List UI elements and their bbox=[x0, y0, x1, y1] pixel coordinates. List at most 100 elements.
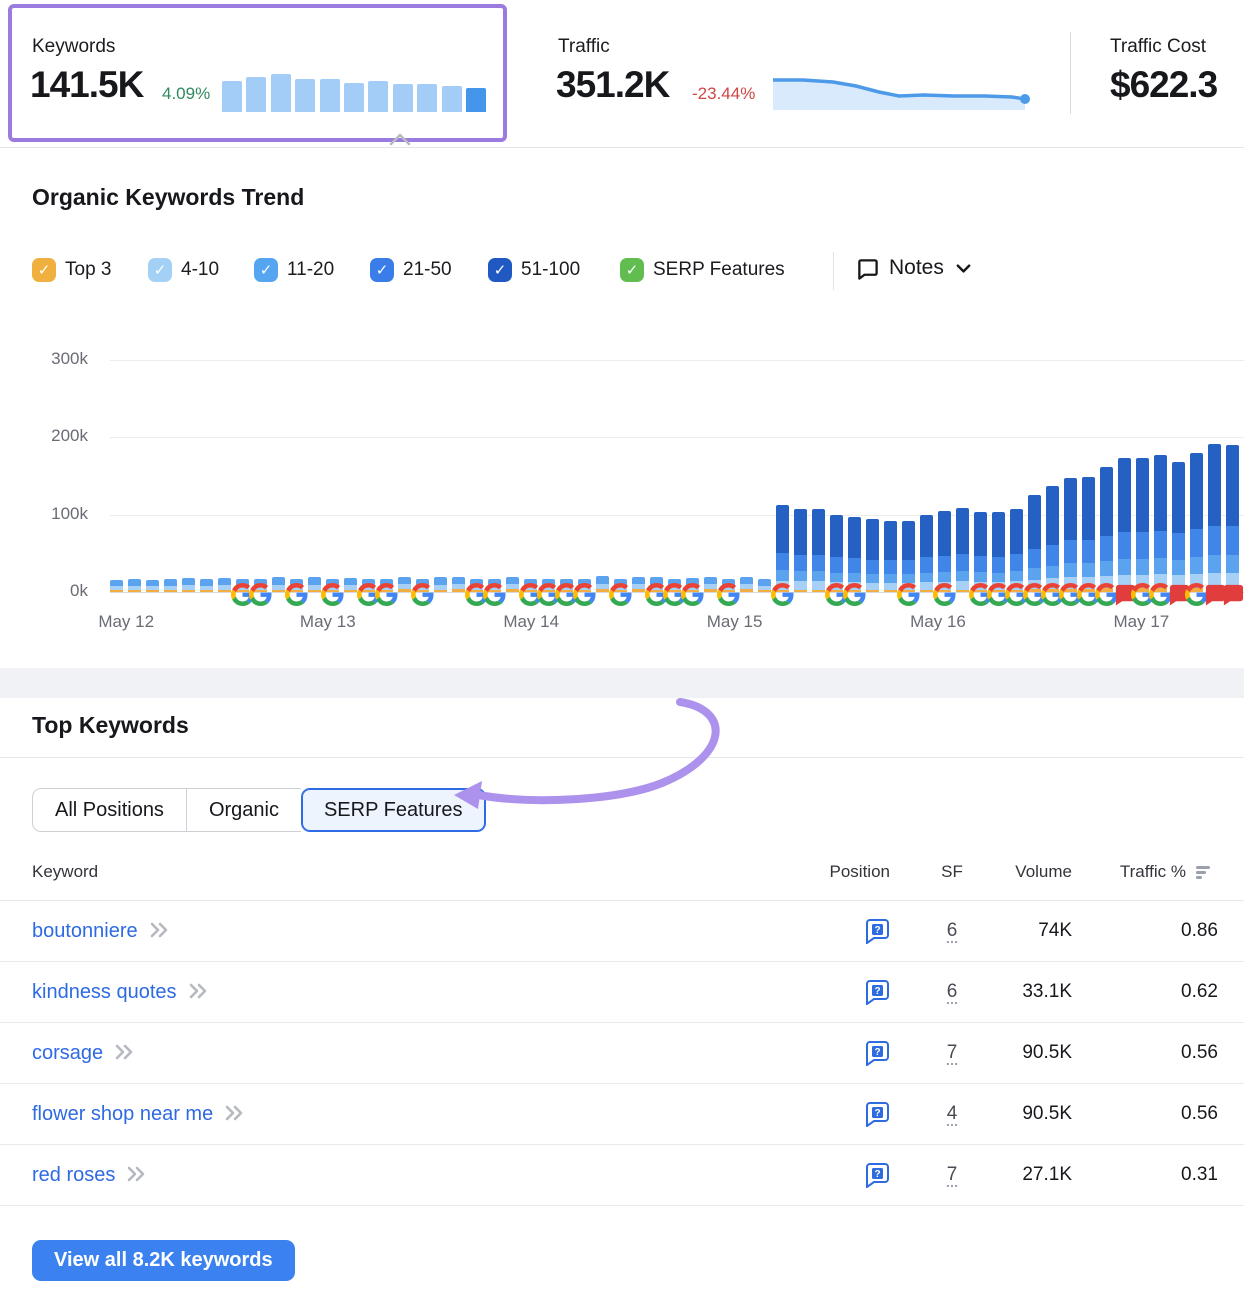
checkbox-checked-icon[interactable]: ✓ bbox=[148, 258, 172, 282]
trend-bar[interactable] bbox=[110, 580, 123, 592]
position-serp-bubble-icon[interactable] bbox=[864, 1162, 890, 1188]
double-chevron-icon[interactable] bbox=[113, 1041, 135, 1063]
trend-bar[interactable] bbox=[272, 577, 285, 592]
double-chevron-icon[interactable] bbox=[223, 1102, 245, 1124]
trend-bar[interactable] bbox=[200, 579, 213, 592]
legend-checkbox-4-10[interactable]: ✓4-10 bbox=[148, 258, 219, 282]
trend-bar[interactable] bbox=[830, 515, 843, 592]
trend-bar[interactable] bbox=[974, 512, 987, 592]
chevron-up-icon[interactable] bbox=[388, 132, 412, 151]
trend-bar[interactable] bbox=[1172, 462, 1185, 592]
trend-bar[interactable] bbox=[218, 578, 231, 592]
google-serp-icon[interactable] bbox=[897, 583, 920, 606]
google-serp-icon[interactable] bbox=[375, 583, 398, 606]
trend-bar[interactable] bbox=[1064, 478, 1077, 592]
keyword-link[interactable]: kindness quotes bbox=[32, 962, 177, 1022]
legend-checkbox-21-50[interactable]: ✓21-50 bbox=[370, 258, 452, 282]
keyword-link[interactable]: boutonniere bbox=[32, 901, 138, 961]
trend-bar[interactable] bbox=[182, 578, 195, 592]
legend-checkbox-top-3[interactable]: ✓Top 3 bbox=[32, 258, 111, 282]
google-serp-icon[interactable] bbox=[483, 583, 506, 606]
column-header-volume[interactable]: Volume bbox=[960, 862, 1072, 882]
legend-checkbox-11-20[interactable]: ✓11-20 bbox=[254, 258, 334, 282]
google-serp-icon[interactable] bbox=[609, 583, 632, 606]
keyword-link[interactable]: corsage bbox=[32, 1023, 103, 1083]
trend-bar[interactable] bbox=[1118, 458, 1131, 592]
double-chevron-icon[interactable] bbox=[125, 1163, 147, 1185]
trend-bar[interactable] bbox=[812, 509, 825, 592]
trend-bar[interactable] bbox=[758, 579, 771, 592]
google-serp-icon[interactable] bbox=[717, 583, 740, 606]
double-chevron-icon[interactable] bbox=[148, 919, 170, 941]
position-serp-bubble-icon[interactable] bbox=[864, 918, 890, 944]
column-header-traffic-pct[interactable]: Traffic % bbox=[1090, 862, 1186, 882]
trend-bar[interactable] bbox=[776, 505, 789, 592]
position-serp-bubble-icon[interactable] bbox=[864, 1040, 890, 1066]
position-serp-bubble-icon[interactable] bbox=[864, 1101, 890, 1127]
trend-bar[interactable] bbox=[1010, 509, 1023, 592]
trend-stacked-bar-chart[interactable] bbox=[110, 352, 1244, 592]
google-serp-icon[interactable] bbox=[321, 583, 344, 606]
trend-bar[interactable] bbox=[866, 519, 879, 592]
checkbox-checked-icon[interactable]: ✓ bbox=[370, 258, 394, 282]
double-chevron-icon[interactable] bbox=[187, 980, 209, 1002]
trend-bar[interactable] bbox=[1226, 445, 1239, 592]
trend-bar[interactable] bbox=[992, 512, 1005, 592]
trend-bar[interactable] bbox=[632, 577, 645, 592]
legend-checkbox-serp-features[interactable]: ✓SERP Features bbox=[620, 258, 785, 282]
trend-bar[interactable] bbox=[146, 580, 159, 592]
trend-bar[interactable] bbox=[956, 508, 969, 592]
position-serp-bubble-icon[interactable] bbox=[864, 979, 890, 1005]
tab-serp-features[interactable]: SERP Features bbox=[301, 788, 486, 832]
google-serp-icon[interactable] bbox=[933, 583, 956, 606]
google-serp-icon[interactable] bbox=[843, 583, 866, 606]
trend-bar[interactable] bbox=[1028, 495, 1041, 592]
legend-checkbox-51-100[interactable]: ✓51-100 bbox=[488, 258, 580, 282]
keyword-link[interactable]: flower shop near me bbox=[32, 1084, 213, 1144]
google-serp-icon[interactable] bbox=[681, 583, 704, 606]
trend-bar[interactable] bbox=[452, 577, 465, 592]
trend-bar[interactable] bbox=[920, 515, 933, 592]
trend-bar[interactable] bbox=[1082, 477, 1095, 592]
trend-bar[interactable] bbox=[344, 578, 357, 592]
checkbox-checked-icon[interactable]: ✓ bbox=[488, 258, 512, 282]
note-flag-icon[interactable] bbox=[1221, 583, 1244, 606]
trend-bar[interactable] bbox=[740, 577, 753, 592]
google-serp-icon[interactable] bbox=[771, 583, 794, 606]
trend-bar[interactable] bbox=[938, 511, 951, 592]
google-serp-icon[interactable] bbox=[411, 583, 434, 606]
trend-bar[interactable] bbox=[398, 577, 411, 592]
trend-bar[interactable] bbox=[1046, 486, 1059, 592]
trend-bar[interactable] bbox=[1208, 444, 1221, 592]
trend-bar[interactable] bbox=[848, 517, 861, 592]
trend-bar[interactable] bbox=[434, 577, 447, 592]
column-header-keyword[interactable]: Keyword bbox=[32, 862, 98, 882]
tab-organic[interactable]: Organic bbox=[186, 788, 301, 832]
google-serp-icon[interactable] bbox=[285, 583, 308, 606]
trend-bar[interactable] bbox=[794, 509, 807, 592]
google-serp-icon[interactable] bbox=[573, 583, 596, 606]
trend-bar[interactable] bbox=[128, 579, 141, 592]
trend-bar[interactable] bbox=[164, 579, 177, 592]
checkbox-checked-icon[interactable]: ✓ bbox=[32, 258, 56, 282]
google-serp-icon[interactable] bbox=[249, 583, 272, 606]
notes-dropdown-button[interactable]: Notes bbox=[856, 256, 973, 280]
checkbox-checked-icon[interactable]: ✓ bbox=[254, 258, 278, 282]
trend-bar[interactable] bbox=[704, 577, 717, 592]
bar-segment-11-20 bbox=[1190, 557, 1203, 574]
trend-bar[interactable] bbox=[1154, 455, 1167, 592]
trend-bar[interactable] bbox=[1190, 453, 1203, 592]
sort-descending-icon[interactable] bbox=[1194, 864, 1212, 880]
trend-bar[interactable] bbox=[1100, 467, 1113, 592]
keyword-link[interactable]: red roses bbox=[32, 1145, 115, 1205]
trend-bar[interactable] bbox=[596, 576, 609, 592]
checkbox-checked-icon[interactable]: ✓ bbox=[620, 258, 644, 282]
column-header-position[interactable]: Position bbox=[796, 862, 890, 882]
trend-bar[interactable] bbox=[308, 577, 321, 592]
view-all-keywords-button[interactable]: View all 8.2K keywords bbox=[32, 1240, 295, 1281]
tab-all-positions[interactable]: All Positions bbox=[32, 788, 186, 832]
trend-bar[interactable] bbox=[884, 521, 897, 592]
trend-bar[interactable] bbox=[506, 577, 519, 592]
trend-bar[interactable] bbox=[902, 521, 915, 592]
trend-bar[interactable] bbox=[1136, 458, 1149, 592]
